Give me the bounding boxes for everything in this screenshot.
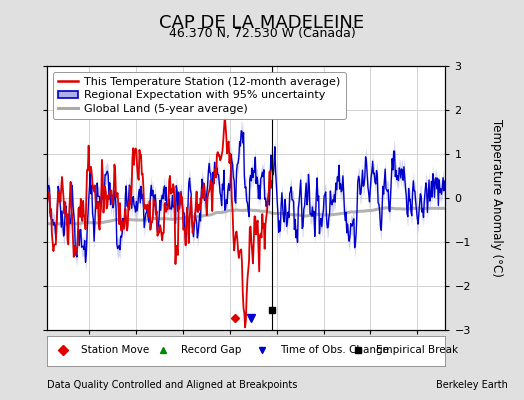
- Text: Time of Obs. Change: Time of Obs. Change: [280, 345, 389, 355]
- Text: 46.370 N, 72.530 W (Canada): 46.370 N, 72.530 W (Canada): [169, 27, 355, 40]
- Text: Record Gap: Record Gap: [181, 345, 241, 355]
- Text: Empirical Break: Empirical Break: [376, 345, 458, 355]
- Text: Data Quality Controlled and Aligned at Breakpoints: Data Quality Controlled and Aligned at B…: [47, 380, 298, 390]
- Legend: This Temperature Station (12-month average), Regional Expectation with 95% uncer: This Temperature Station (12-month avera…: [53, 72, 346, 119]
- Y-axis label: Temperature Anomaly (°C): Temperature Anomaly (°C): [490, 119, 504, 277]
- Text: Station Move: Station Move: [81, 345, 149, 355]
- Text: Berkeley Earth: Berkeley Earth: [436, 380, 508, 390]
- Text: CAP DE LA MADELEINE: CAP DE LA MADELEINE: [159, 14, 365, 32]
